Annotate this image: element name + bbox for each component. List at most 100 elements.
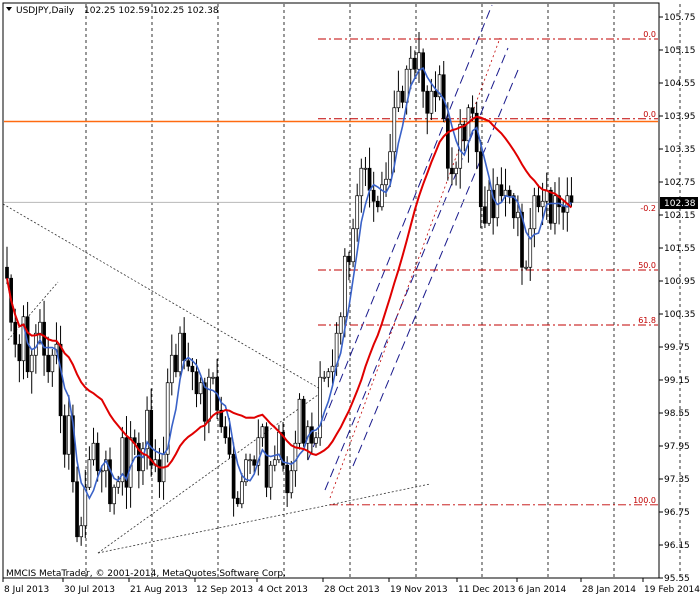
candle-bull[interactable] — [342, 255, 347, 318]
candle-bull[interactable] — [272, 459, 277, 466]
candle-bear[interactable] — [124, 437, 129, 488]
candle-bear[interactable] — [375, 200, 380, 208]
candle-bull[interactable] — [359, 167, 364, 197]
candle-bull[interactable] — [417, 52, 421, 70]
candle-bear[interactable] — [511, 195, 516, 219]
candle-bull[interactable] — [532, 195, 537, 230]
candle-bull[interactable] — [524, 266, 528, 269]
candle-bull[interactable] — [553, 195, 557, 224]
candle-bull[interactable] — [297, 398, 302, 444]
candle-bear[interactable] — [202, 382, 207, 422]
candle-bear[interactable] — [235, 497, 240, 505]
candle-bull[interactable] — [169, 354, 174, 384]
candle-bull[interactable] — [38, 321, 42, 334]
candle-bear[interactable] — [227, 437, 232, 455]
candle-bear[interactable] — [231, 453, 236, 499]
triangle-upper-line[interactable] — [2, 203, 323, 391]
candle-bull[interactable] — [248, 459, 252, 462]
candle-bear[interactable] — [433, 90, 438, 98]
candle-bull[interactable] — [211, 376, 215, 379]
candle-bull[interactable] — [178, 332, 182, 373]
candle-bear[interactable] — [95, 442, 100, 472]
candle-bear[interactable] — [371, 189, 376, 202]
candle-bull[interactable] — [116, 481, 121, 488]
candle-bull[interactable] — [244, 459, 248, 483]
candle-bear[interactable] — [520, 211, 524, 268]
candle-bull[interactable] — [318, 376, 322, 439]
candle-bear[interactable] — [182, 332, 187, 362]
candle-bull[interactable] — [87, 459, 92, 488]
candle-bear[interactable] — [190, 365, 195, 373]
candle-bear[interactable] — [507, 189, 512, 197]
candle-bear[interactable] — [186, 360, 191, 367]
candle-bull[interactable] — [388, 151, 393, 180]
candle-bull[interactable] — [79, 525, 84, 538]
candle-bull[interactable] — [338, 316, 343, 334]
candle-bull[interactable] — [487, 189, 491, 224]
candle-bull[interactable] — [239, 481, 244, 505]
candle-bull[interactable] — [516, 211, 520, 219]
candle-bull[interactable] — [91, 442, 96, 461]
candle-bull[interactable] — [165, 382, 170, 455]
candle-bear[interactable] — [58, 343, 63, 417]
candle-bear[interactable] — [252, 459, 257, 466]
candle-bull[interactable] — [207, 376, 211, 422]
candle-bear[interactable] — [149, 409, 154, 466]
candle-bear[interactable] — [310, 426, 314, 444]
candle-bear[interactable] — [470, 107, 475, 114]
candle-bull[interactable] — [392, 107, 397, 153]
candle-bear[interactable] — [46, 354, 51, 373]
candle-bear[interactable] — [264, 426, 269, 488]
candle-bear[interactable] — [491, 189, 496, 219]
candle-bear[interactable] — [445, 118, 450, 169]
candle-bull[interactable] — [120, 437, 125, 483]
candle-bull[interactable] — [429, 90, 434, 114]
candle-bull[interactable] — [83, 486, 88, 527]
candle-bear[interactable] — [219, 409, 224, 428]
candle-bear[interactable] — [561, 206, 566, 213]
candle-bear[interactable] — [536, 195, 541, 208]
fib-trendline[interactable] — [329, 37, 501, 499]
candle-bear[interactable] — [450, 167, 454, 175]
candle-bull[interactable] — [314, 437, 318, 444]
candle-bull[interactable] — [141, 448, 145, 472]
candle-bull[interactable] — [363, 167, 368, 170]
candle-bull[interactable] — [437, 74, 442, 98]
candle-bear[interactable] — [499, 184, 504, 197]
symbol-dropdown-icon[interactable] — [6, 7, 12, 11]
candle-bull[interactable] — [330, 365, 335, 373]
candle-bear[interactable] — [462, 123, 467, 142]
candle-bear[interactable] — [478, 151, 483, 208]
candle-bear[interactable] — [174, 354, 178, 373]
candle-bull[interactable] — [289, 470, 294, 494]
channel-upper-line[interactable] — [307, 4, 493, 461]
candle-bull[interactable] — [66, 415, 71, 455]
candle-bear[interactable] — [13, 321, 18, 345]
candle-bull[interactable] — [454, 167, 458, 175]
candle-bear[interactable] — [557, 195, 561, 208]
support-trendline[interactable] — [97, 483, 431, 554]
candle-bear[interactable] — [483, 206, 487, 224]
candle-bull[interactable] — [198, 382, 203, 395]
candle-bear[interactable] — [367, 167, 372, 191]
candle-bull[interactable] — [540, 200, 545, 208]
candle-bull[interactable] — [408, 57, 413, 70]
candle-bear[interactable] — [413, 57, 417, 70]
candle-bull[interactable] — [112, 486, 116, 505]
candle-bear[interactable] — [425, 90, 430, 114]
candle-bull[interactable] — [495, 184, 500, 219]
candle-bear[interactable] — [548, 189, 553, 224]
candle-bear[interactable] — [5, 266, 9, 279]
candle-bear[interactable] — [17, 343, 22, 362]
candle-bear[interactable] — [71, 415, 75, 483]
candle-bull[interactable] — [351, 228, 355, 263]
candle-bull[interactable] — [268, 464, 273, 488]
triangle-lower-line[interactable] — [97, 391, 323, 554]
candle-bear[interactable] — [281, 431, 285, 466]
candle-bear[interactable] — [223, 426, 228, 439]
candle-bull[interactable] — [256, 437, 261, 466]
candle-bull[interactable] — [384, 178, 388, 186]
candle-bull[interactable] — [21, 316, 26, 362]
candle-bear[interactable] — [285, 464, 290, 494]
